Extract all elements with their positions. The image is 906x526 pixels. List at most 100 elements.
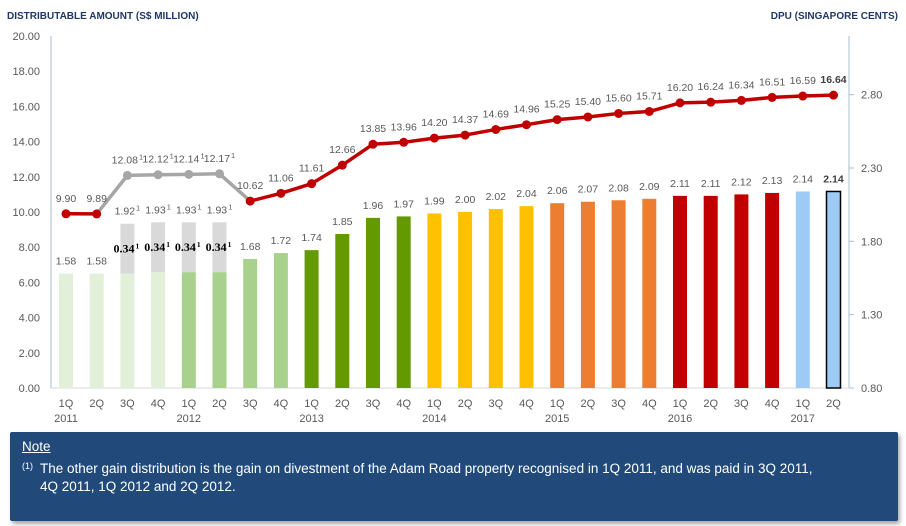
quarter-label: 4Q (151, 398, 166, 410)
left-axis-tick-label: 2.00 (19, 348, 40, 360)
quarter-label: 4Q (765, 398, 780, 410)
line-segment (770, 94, 805, 100)
line-point (429, 133, 439, 143)
year-label: 2011 (54, 413, 78, 425)
line-point (245, 196, 255, 206)
line-segment (801, 93, 836, 98)
left-axis-tick-label: 4.00 (19, 313, 40, 325)
line-point (552, 115, 562, 125)
left-axis-tick-label: 14.00 (12, 137, 40, 149)
dpu-bar (734, 194, 749, 388)
dpu-bar-label: 2.07 (578, 184, 599, 196)
dpu-bar-label: 1.68 (240, 241, 261, 253)
quarter-label: 2Q (335, 398, 350, 410)
other-gain-label: 0.341 (114, 242, 140, 256)
dpu-bar-label: 2.11 (670, 178, 690, 190)
dpu-bar (427, 213, 442, 388)
dpu-bar-label: 2.11 (701, 178, 721, 190)
line-point (184, 169, 194, 179)
quarter-label: 1Q (59, 398, 74, 410)
dpu-bar (120, 273, 135, 388)
quarter-label: 3Q (366, 398, 381, 410)
line-segment (678, 100, 713, 105)
line-segment (279, 181, 314, 196)
dpu-bar-label: 1.72 (271, 235, 292, 247)
line-point (644, 107, 654, 117)
quarter-label: 1Q (427, 398, 442, 410)
dpu-bar (795, 191, 810, 388)
line-point (829, 90, 838, 100)
dpu-bar-label: 1.85 (332, 216, 353, 228)
line-segment (616, 109, 652, 116)
line-segment (248, 191, 283, 203)
right-axis-tick-label: 1.30 (861, 310, 882, 322)
dpu-bar (151, 272, 166, 388)
quarter-label: 2Q (89, 398, 104, 410)
year-label: 2014 (422, 413, 446, 425)
dpu-bar-label: 1.58 (86, 256, 107, 268)
line-point-label: 15.71 (636, 91, 662, 103)
dpu-bar (580, 201, 595, 388)
quarter-label: 1Q (181, 398, 196, 410)
quarter-label: 3Q (120, 398, 135, 410)
left-axis-title: DISTRIBUTABLE AMOUNT (S$ MILLION) (7, 11, 199, 22)
line-segment (647, 101, 682, 114)
line-segment (432, 133, 467, 140)
dpu-bar (703, 195, 718, 388)
dpu-bar-label: 2.02 (486, 191, 507, 203)
quarter-label: 2Q (703, 398, 718, 410)
distributable-amount-line: 9.90 9.89 12.081 12.121 12.141 12.171 10.62 11.… (56, 74, 847, 219)
dpu-bar (458, 212, 473, 388)
quarter-label: 3Q (243, 398, 258, 410)
other-gain-bar-segment (212, 222, 227, 273)
line-point (122, 170, 132, 180)
line-segment (187, 172, 222, 177)
left-axis-tick-label: 20.00 (12, 31, 40, 43)
dpu-bar (212, 272, 227, 388)
line-point-label: 16.34 (728, 79, 754, 91)
other-gain-bar-segment (151, 222, 166, 273)
dpu-bar-label: 1.96 (363, 200, 384, 212)
dpu-bar (366, 217, 380, 388)
dpu-bar-label: 2.13 (762, 175, 783, 187)
line-point-label: 12.121 (142, 152, 173, 166)
dpu-distribution-chart: DISTRIBUTABLE AMOUNT (S$ MILLION) DPU (S… (7, 11, 898, 425)
line-point-label: 16.59 (790, 75, 816, 87)
quarter-label: 1Q (550, 398, 565, 410)
other-gain-label: 0.341 (144, 240, 170, 254)
line-point (798, 91, 808, 101)
line-point-label: 15.60 (605, 92, 631, 104)
other-gain-label: 0.341 (175, 240, 201, 254)
dpu-bar (335, 234, 350, 388)
right-axis-ticks: 0.80 1.30 1.80 2.30 2.80 (849, 90, 882, 395)
line-point-label: 14.20 (421, 117, 447, 129)
dpu-bar (642, 198, 657, 388)
line-segment (94, 173, 130, 216)
right-axis-tick-label: 2.80 (861, 90, 882, 102)
line-point-label: 11.06 (268, 172, 294, 184)
dpu-bar-label: 2.12 (731, 176, 752, 188)
right-axis-title: DPU (SINGAPORE CENTS) (771, 11, 898, 22)
line-point (399, 137, 409, 147)
dpu-bar (243, 258, 258, 388)
year-label: 2012 (177, 413, 201, 425)
year-label: 2016 (668, 413, 692, 425)
line-point-label: 15.40 (575, 96, 601, 108)
dpu-bar (519, 206, 534, 388)
dpu-bar-label: 1.931 (176, 202, 202, 216)
dpu-bar (273, 253, 288, 388)
line-point (675, 98, 685, 108)
right-axis-tick-label: 2.30 (861, 163, 882, 175)
line-point (337, 160, 347, 170)
dpu-bar (488, 209, 503, 388)
quarter-label: 3Q (488, 398, 503, 410)
dpu-bar (673, 195, 687, 388)
line-point (460, 130, 470, 140)
dpu-bar (59, 273, 73, 388)
dpu-bar-label: 1.931 (207, 202, 233, 216)
line-segment (401, 136, 437, 145)
line-point (368, 139, 378, 149)
quarter-label: 2Q (826, 398, 841, 410)
note-line-1: The other gain distribution is the gain … (40, 461, 813, 476)
note-title: Note (22, 439, 51, 454)
